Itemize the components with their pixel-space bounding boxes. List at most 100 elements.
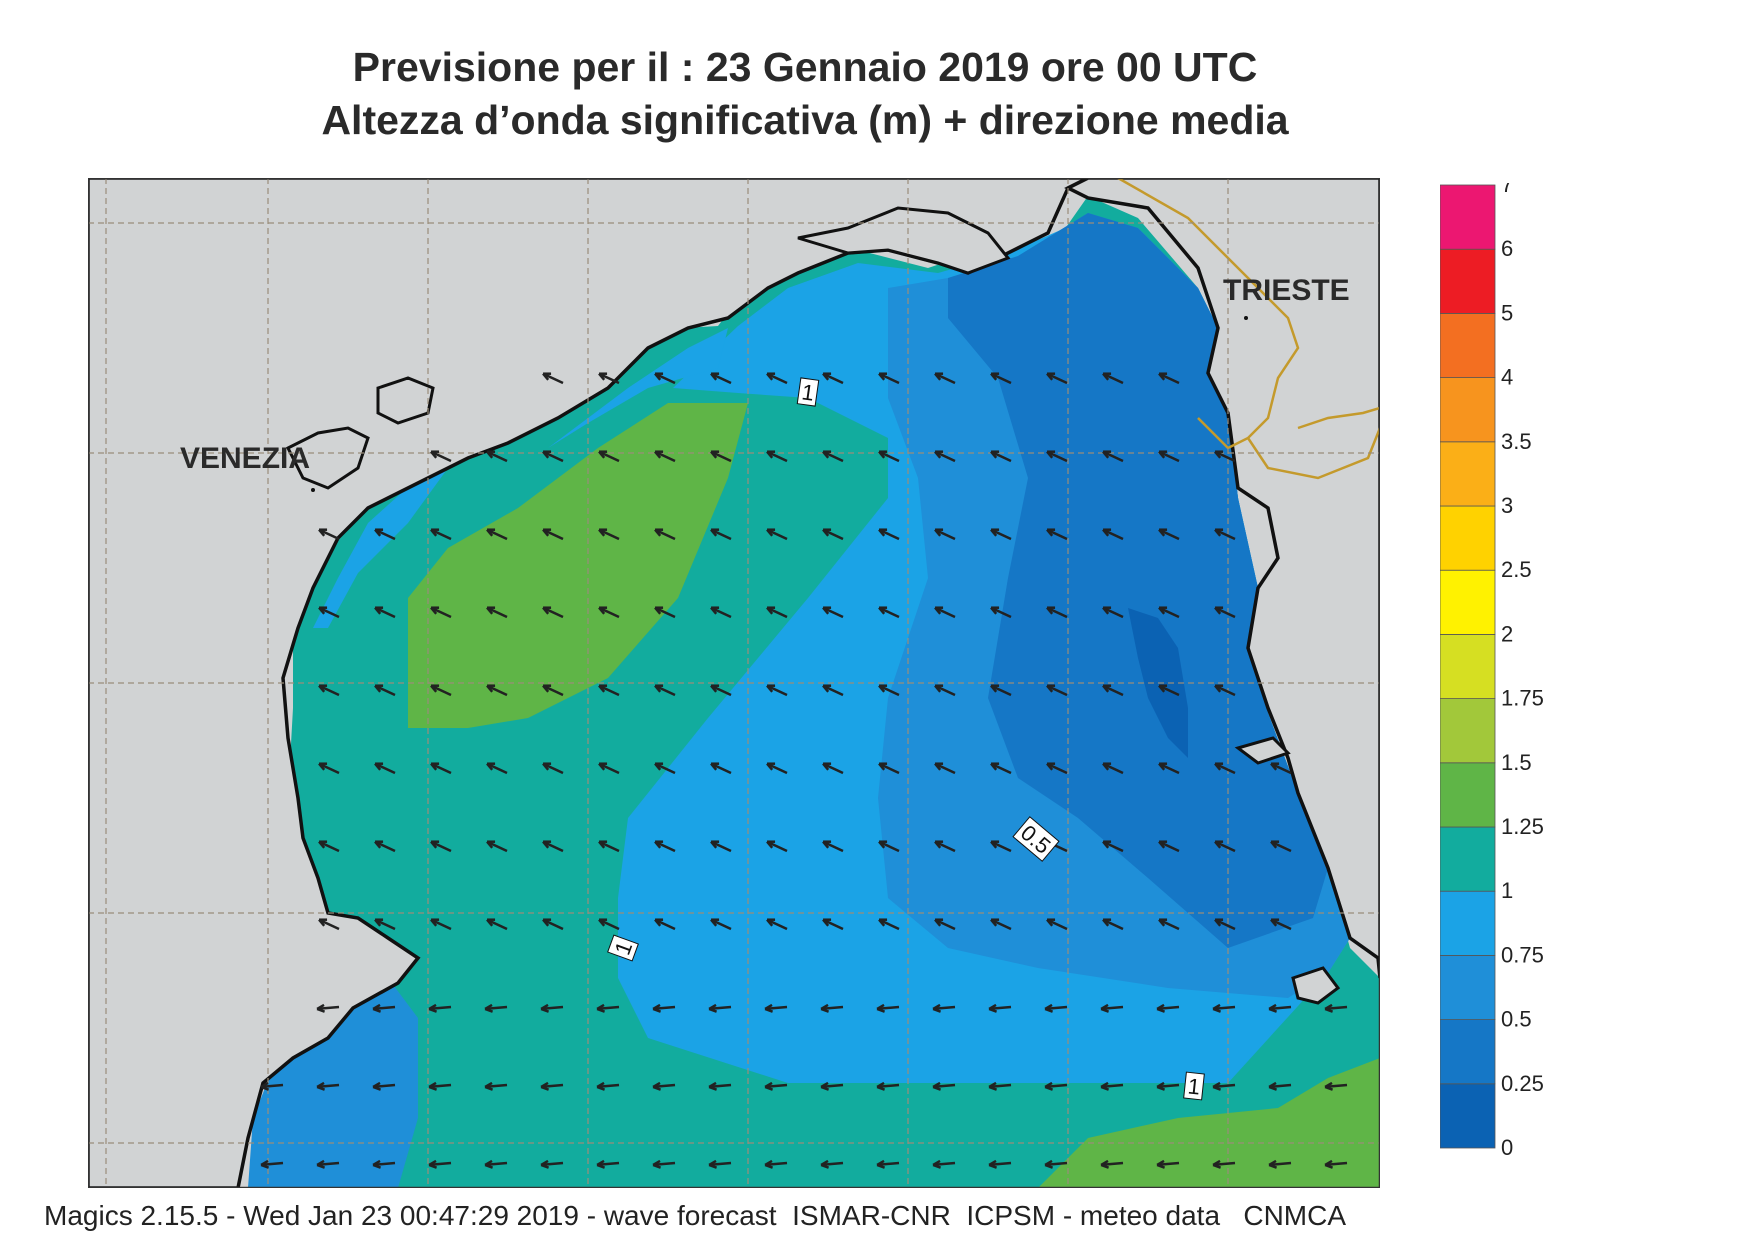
wave-arrow-head xyxy=(1268,1003,1277,1010)
wave-arrow xyxy=(766,684,788,697)
land-grado xyxy=(797,206,1011,275)
wave-arrow xyxy=(820,1161,844,1167)
colorbar-tick-label: 2 xyxy=(1501,621,1513,646)
wave-arrow xyxy=(1158,606,1180,619)
wave-arrow xyxy=(1102,918,1124,931)
colorbar-tick-label: 5 xyxy=(1501,300,1513,325)
wave-arrow xyxy=(428,1005,452,1011)
wave-arrow xyxy=(654,528,676,541)
wave-arrow xyxy=(1044,1161,1068,1167)
wave-arrow xyxy=(1212,1005,1236,1011)
wave-arrow xyxy=(822,918,844,931)
colorbar-tick-label: 3 xyxy=(1501,493,1513,518)
wave-arrow xyxy=(1100,1005,1124,1011)
wave-arrow xyxy=(932,1161,956,1167)
colorbar-tick-label: 7 xyxy=(1501,183,1513,197)
wave-arrow-head xyxy=(764,1081,773,1088)
wave-arrow xyxy=(430,528,452,541)
sea-zone-venice-shelf xyxy=(313,468,448,628)
wave-arrow xyxy=(820,1005,844,1011)
wave-arrow-head xyxy=(316,1159,325,1166)
wave-arrow-head xyxy=(652,1003,661,1010)
wave-arrow-head xyxy=(484,1003,493,1010)
wave-arrow-head xyxy=(988,1003,997,1010)
footer-credits: Magics 2.15.5 - Wed Jan 23 00:47:29 2019… xyxy=(44,1200,1347,1231)
wave-arrow-head xyxy=(1044,1081,1053,1088)
wave-arrow xyxy=(374,762,396,775)
colorbar-tick-label: 4 xyxy=(1501,365,1513,390)
wave-arrow xyxy=(1324,1161,1348,1167)
colorbar-box xyxy=(1440,762,1496,828)
wave-arrow xyxy=(542,606,564,619)
wave-arrow xyxy=(1156,1083,1180,1089)
wave-arrow xyxy=(932,1005,956,1011)
wave-arrow xyxy=(988,1083,1012,1089)
colorbar-tick-label: 2.5 xyxy=(1501,557,1532,582)
wave-arrow-head xyxy=(876,1003,885,1010)
wave-arrow xyxy=(318,762,340,775)
wave-arrow xyxy=(766,762,788,775)
wave-arrow xyxy=(876,1161,900,1167)
wave-arrow-head xyxy=(372,1003,381,1010)
wave-arrow-head xyxy=(932,1003,941,1010)
trieste-marker xyxy=(1244,316,1248,320)
wave-arrow xyxy=(1156,1161,1180,1167)
wave-arrow-head xyxy=(1100,1159,1109,1166)
wave-arrow-head xyxy=(876,1159,885,1166)
wave-arrow-head xyxy=(932,1081,941,1088)
wave-arrow xyxy=(878,606,900,619)
colorbar-tick-label: 0.5 xyxy=(1501,1007,1532,1032)
wave-arrow xyxy=(318,918,340,931)
colorbar-box xyxy=(1440,377,1496,443)
wave-arrow xyxy=(990,684,1012,697)
wave-arrow xyxy=(1156,1005,1180,1011)
wave-arrow xyxy=(1102,528,1124,541)
wave-arrow xyxy=(1268,1083,1292,1089)
wave-arrow xyxy=(766,528,788,541)
wave-arrow-head xyxy=(1156,1081,1165,1088)
wave-arrow-head xyxy=(764,1159,773,1166)
wave-arrow-head xyxy=(316,1003,325,1010)
wave-arrow xyxy=(542,528,564,541)
wave-arrow xyxy=(1044,1083,1068,1089)
wave-arrow-head xyxy=(428,1003,437,1010)
wave-arrow xyxy=(764,1005,788,1011)
wave-arrow xyxy=(1102,762,1124,775)
wave-arrow xyxy=(374,528,396,541)
wave-arrow xyxy=(934,684,956,697)
wave-arrow xyxy=(822,840,844,853)
wave-arrow-head xyxy=(988,1159,997,1166)
wave-arrow xyxy=(484,1161,508,1167)
colorbar-box xyxy=(1440,826,1496,892)
wave-arrow-head xyxy=(540,1159,549,1166)
wave-arrow xyxy=(708,1083,732,1089)
wave-arrow xyxy=(1268,1005,1292,1011)
wave-arrow xyxy=(990,606,1012,619)
colorbar-tick-label: 0.25 xyxy=(1501,1071,1544,1096)
wave-arrow xyxy=(822,528,844,541)
wave-arrow-head xyxy=(876,1081,885,1088)
wave-arrow xyxy=(1102,450,1124,463)
wave-arrow xyxy=(1214,684,1236,697)
wave-arrow xyxy=(1324,1005,1348,1011)
contour-label-south-west: 1 xyxy=(607,934,639,962)
wave-arrow xyxy=(1158,762,1180,775)
colorbar-box xyxy=(1440,1083,1496,1149)
wave-arrow-head xyxy=(1324,1081,1333,1088)
wave-arrow xyxy=(430,606,452,619)
sea-zone-green-se xyxy=(1038,1058,1380,1188)
wave-arrow-head xyxy=(1212,1003,1221,1010)
wave-arrow-head xyxy=(596,1159,605,1166)
wave-arrow-head xyxy=(540,1081,549,1088)
wave-arrow xyxy=(654,606,676,619)
colorbar-tick-label: 1 xyxy=(1501,878,1513,903)
wave-arrow-head xyxy=(484,1159,493,1166)
wave-arrow xyxy=(540,1005,564,1011)
wave-arrow xyxy=(598,762,620,775)
land-masses xyxy=(88,178,1380,1188)
wave-arrow xyxy=(1102,606,1124,619)
wave-arrow xyxy=(652,1083,676,1089)
colorbar-box xyxy=(1440,248,1496,314)
wave-arrow xyxy=(708,1005,732,1011)
wave-arrow xyxy=(878,918,900,931)
